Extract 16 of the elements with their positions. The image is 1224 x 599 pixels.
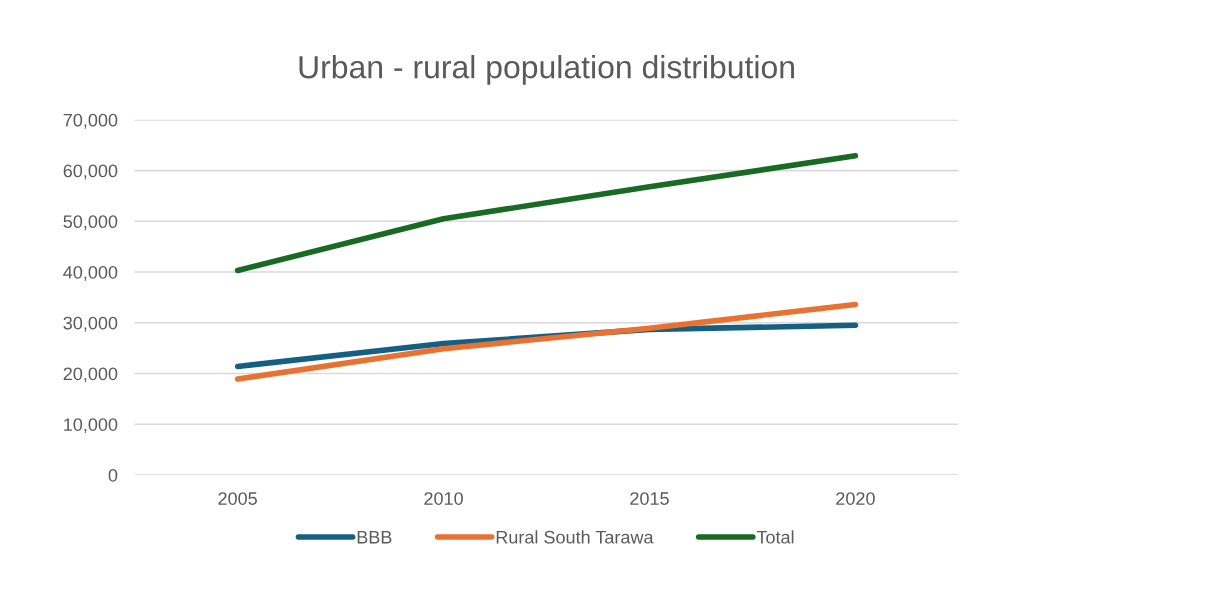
x-tick-label: 2005 <box>218 492 257 505</box>
x-tick-label: 2020 <box>836 492 875 505</box>
legend-label: Total <box>756 530 794 544</box>
chart-title: Urban - rural population distribution <box>299 54 794 85</box>
x-tick-label: 2010 <box>424 492 463 505</box>
y-tick-label: 10,000 <box>64 418 118 434</box>
y-tick-label: 30,000 <box>63 316 118 332</box>
legend-label: Rural South Tarawa <box>496 530 654 544</box>
y-tick-label: 0 <box>108 468 118 482</box>
legend-label: BBB <box>357 530 392 544</box>
y-tick-label: 60,000 <box>63 164 118 180</box>
y-tick-label: 70,000 <box>63 113 118 129</box>
y-tick-label: 50,000 <box>63 215 118 231</box>
y-tick-label: 40,000 <box>63 265 118 281</box>
x-tick-label: 2015 <box>630 492 669 505</box>
y-tick-label: 20,000 <box>63 367 118 383</box>
